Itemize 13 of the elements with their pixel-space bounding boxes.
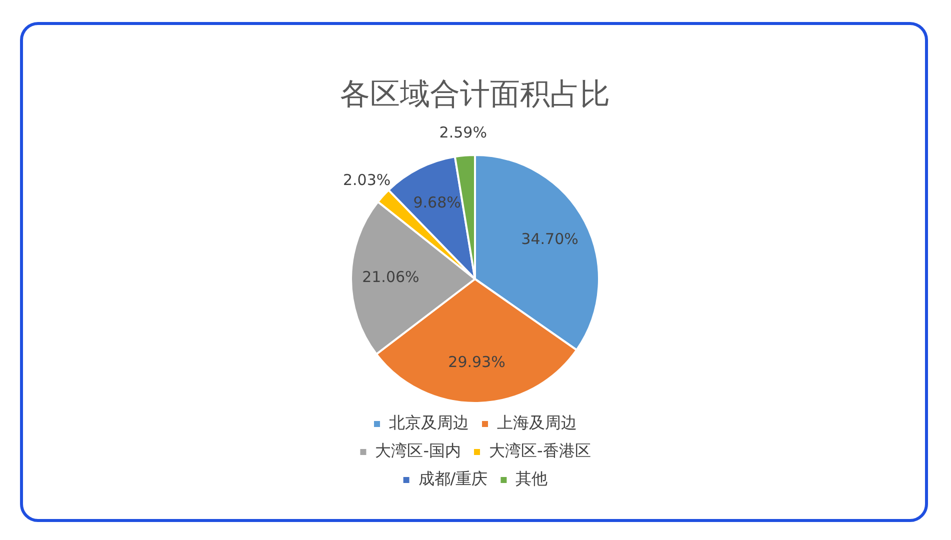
data-label: 29.93% <box>448 353 506 372</box>
data-label: 21.06% <box>362 268 420 286</box>
data-label: 2.03% <box>342 170 391 189</box>
legend-label: 成都/重庆 <box>418 469 488 488</box>
data-label: 34.70% <box>521 230 578 248</box>
legend-label: 大湾区-国内 <box>375 441 462 460</box>
legend-label: 大湾区-香港区 <box>489 441 591 460</box>
legend-label: 其他 <box>516 469 548 488</box>
data-label: 9.68% <box>413 194 461 212</box>
chart-title: 各区域合计面积占比 <box>340 76 610 112</box>
data-label: 2.59% <box>439 123 487 142</box>
legend-label: 北京及周边 <box>389 413 469 432</box>
legend-label: 上海及周边 <box>497 413 577 432</box>
